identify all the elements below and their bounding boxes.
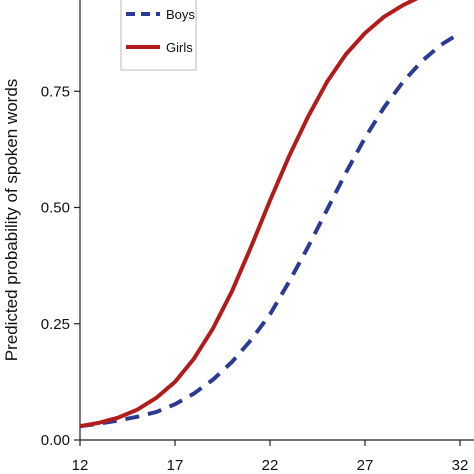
- x-tick-label: 12: [72, 457, 89, 474]
- legend-label-boys: Boys: [166, 7, 195, 22]
- y-tick-label: 0.25: [41, 316, 70, 333]
- y-tick-label: 0.75: [41, 83, 70, 100]
- series-line-boys: [80, 31, 462, 429]
- series-line-girls: [80, 0, 419, 429]
- x-tick-label: 22: [262, 457, 279, 474]
- legend: Boys Girls: [120, 0, 197, 71]
- y-tick-label: 0.50: [41, 200, 70, 217]
- axes: 0.00 0.25 0.50 0.75 12 17 22 27 32: [41, 0, 474, 474]
- y-tick-label: 0.00: [41, 432, 70, 449]
- legend-box: [120, 0, 197, 71]
- x-tick-label: 32: [452, 457, 469, 474]
- x-tick-label: 27: [357, 457, 374, 474]
- y-axis-title: Predicted probability of spoken words: [2, 79, 21, 362]
- legend-label-girls: Girls: [166, 40, 193, 55]
- x-tick-label: 17: [167, 457, 184, 474]
- series-layer: [80, 0, 462, 429]
